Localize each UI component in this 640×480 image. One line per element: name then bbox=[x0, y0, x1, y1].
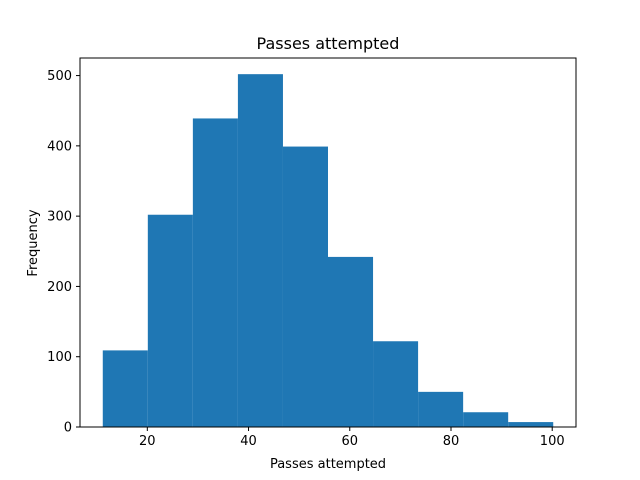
histogram-bar-7 bbox=[418, 391, 464, 427]
y-tick-label-1: 100 bbox=[47, 350, 72, 365]
x-tick-label-4: 100 bbox=[540, 434, 565, 449]
histogram-bar-5 bbox=[328, 256, 374, 427]
y-tick-label-0: 0 bbox=[64, 421, 72, 436]
bars-group bbox=[102, 74, 554, 428]
histogram-bar-2 bbox=[192, 118, 238, 428]
y-axis-title: Frequency bbox=[26, 209, 41, 276]
x-tick-label-0: 20 bbox=[139, 434, 156, 449]
histogram-bar-4 bbox=[282, 146, 328, 427]
x-axis-ticks: 20 40 60 80 100 bbox=[139, 427, 565, 449]
y-tick-label-4: 400 bbox=[47, 139, 72, 154]
histogram-bar-9 bbox=[508, 422, 554, 427]
chart-title: Passes attempted bbox=[257, 34, 400, 53]
plot-frame bbox=[79, 57, 577, 428]
histogram-bar-6 bbox=[373, 341, 419, 427]
y-axis-ticks: 0 100 200 300 400 500 bbox=[47, 69, 80, 436]
x-tick-label-2: 60 bbox=[341, 434, 358, 449]
histogram-bar-8 bbox=[463, 412, 509, 427]
y-tick-label-3: 300 bbox=[47, 210, 72, 225]
x-tick-label-3: 80 bbox=[443, 434, 460, 449]
y-tick-label-2: 200 bbox=[47, 280, 72, 295]
x-axis-title: Passes attempted bbox=[270, 457, 386, 472]
histogram-bar-3 bbox=[237, 74, 283, 427]
histogram-bar-0 bbox=[102, 350, 148, 427]
histogram-bar-1 bbox=[147, 214, 193, 427]
y-tick-label-5: 500 bbox=[47, 69, 72, 84]
x-tick-label-1: 40 bbox=[240, 434, 257, 449]
